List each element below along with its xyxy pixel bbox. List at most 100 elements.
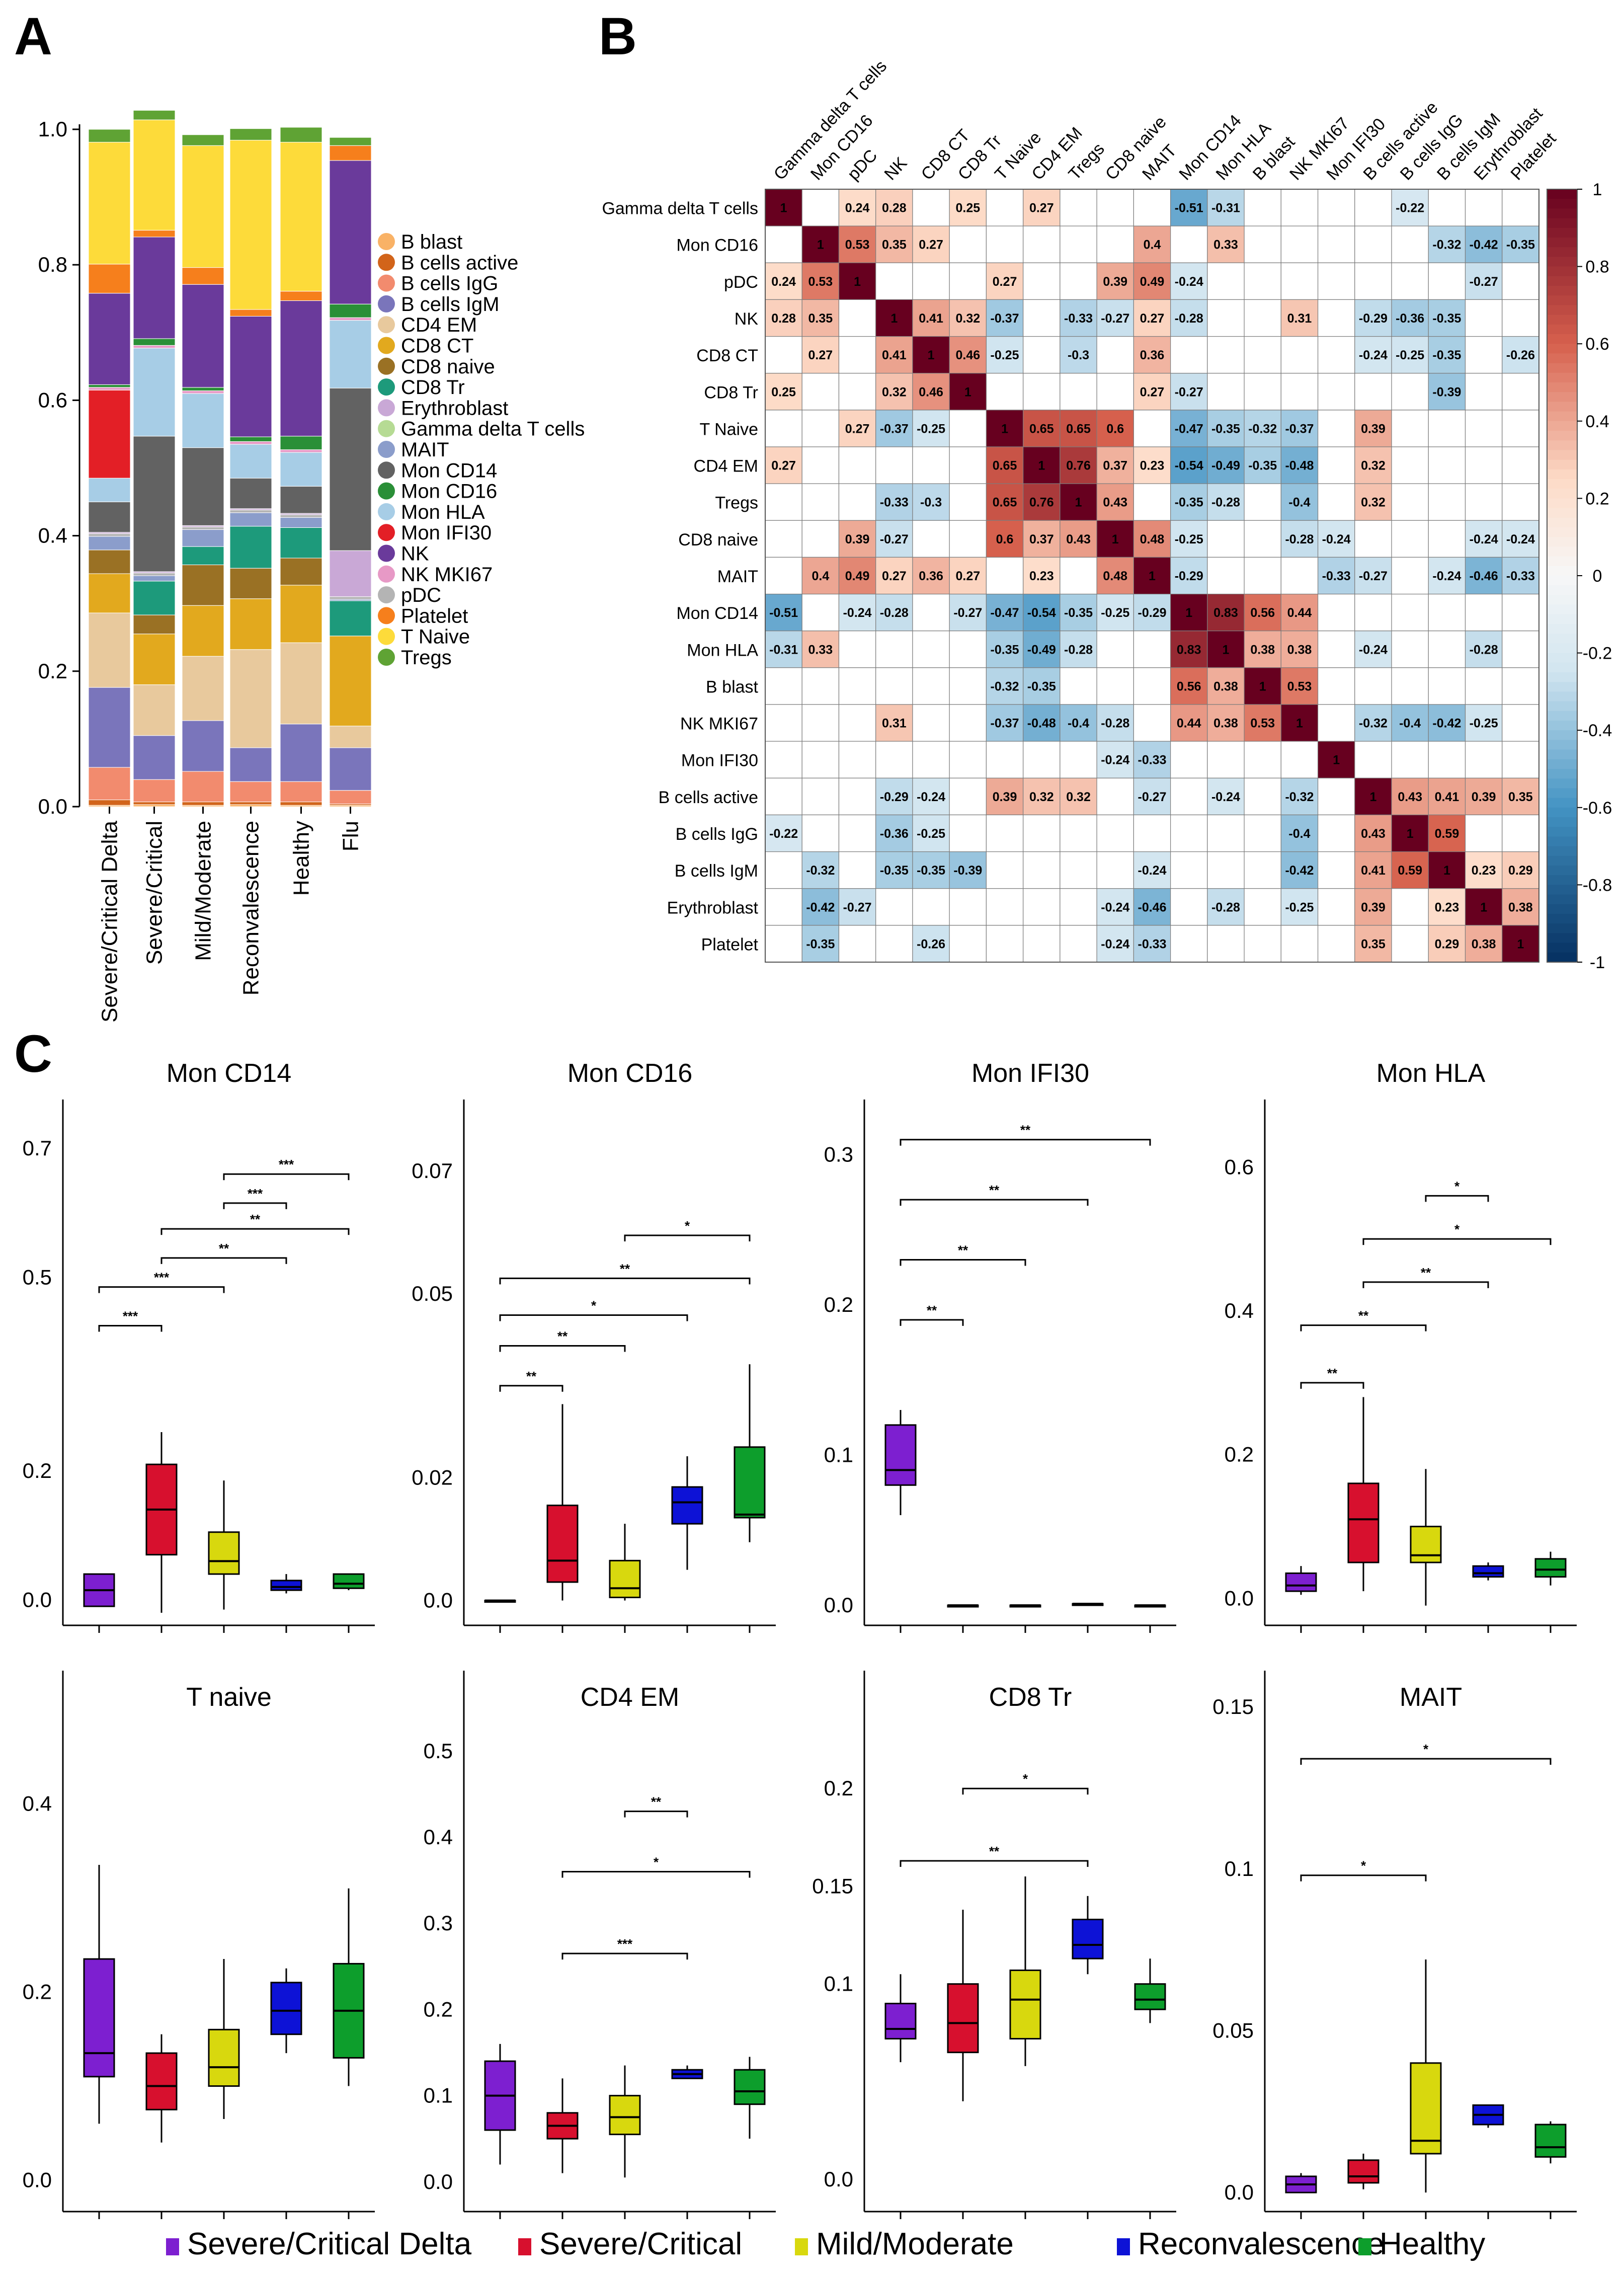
significance-bracket	[900, 1259, 1026, 1266]
bar-mon-hla-severe-critical	[133, 348, 176, 437]
heatmap-value-label: 1	[964, 385, 971, 399]
heatmap-cell-17-13	[1244, 814, 1281, 852]
legend-label: NK	[401, 543, 429, 565]
heatmap-cell-14-19	[1465, 704, 1503, 742]
heatmap-cell-13-8	[1060, 667, 1097, 705]
bar-mon-cd16-severe-critical-delta	[88, 384, 131, 388]
heatmap-cell-3-7	[1023, 299, 1061, 337]
colorbar-segment	[1547, 604, 1577, 615]
y-tick-label: 0.0	[1225, 2180, 1254, 2204]
heatmap-value-label: 0.32	[1361, 459, 1386, 473]
heatmap-value-label: 0.25	[771, 385, 796, 399]
significance-label: **	[526, 1369, 537, 1384]
bar-tregs-severe-critical	[133, 110, 176, 120]
heatmap-value-label: -0.24	[917, 790, 945, 804]
heatmap-value-label: 0.38	[1472, 937, 1496, 951]
heatmap-cell-6-17	[1391, 410, 1429, 447]
heatmap-row-label: Gamma delta T cells	[602, 199, 758, 218]
heatmap-cell-6-0	[765, 410, 802, 447]
heatmap-value-label: 0.56	[1250, 606, 1275, 620]
heatmap-cell-9-0	[765, 520, 802, 558]
heatmap-cell-12-3	[875, 631, 913, 668]
colorbar-segment	[1547, 382, 1577, 393]
heatmap-cell-19-5	[949, 888, 987, 926]
heatmap-cell-20-1	[801, 925, 840, 963]
heatmap-cell-14-9	[1096, 704, 1134, 742]
subplot-title: CD8 Tr	[989, 1683, 1072, 1712]
subplot-title: Mon CD14	[167, 1059, 292, 1088]
heatmap-cell-7-0	[765, 446, 802, 484]
bar-b-blast-reconvalescence	[229, 804, 272, 807]
heatmap-cell-13-6	[986, 667, 1024, 705]
significance-bracket	[561, 1870, 751, 1878]
colorbar-segment	[1547, 238, 1577, 248]
heatmap-value-label: 1	[1333, 753, 1340, 767]
heatmap-cell-16-14	[1280, 777, 1319, 816]
subplot-title: Mon CD16	[567, 1059, 693, 1088]
heatmap-cell-18-4	[912, 851, 950, 889]
legend-swatch-mon-cd14	[378, 461, 395, 479]
bar-cd8-tr-flu	[329, 600, 372, 637]
heatmap-cell-6-18	[1428, 410, 1466, 447]
box-severe-critical-delta	[884, 1424, 917, 1486]
bar-mait-mild-moderate	[182, 529, 224, 547]
colorbar-segment	[1547, 749, 1577, 760]
heatmap-cell-18-2	[838, 851, 876, 889]
heatmap-value-label: 0.27	[1029, 201, 1054, 215]
colorbar-segment	[1547, 324, 1577, 335]
heatmap-cell-16-9	[1096, 777, 1134, 816]
heatmap-cell-10-17	[1391, 557, 1429, 595]
heatmap-value-label: 0.32	[955, 311, 980, 326]
legend-label: B cells IgM	[401, 293, 500, 316]
heatmap-cell-10-15	[1317, 557, 1355, 595]
colorbar-segment	[1547, 402, 1577, 412]
colorbar-segment	[1547, 392, 1577, 403]
colorbar-segment	[1547, 875, 1577, 886]
heatmap-value-label: -0.25	[1101, 606, 1129, 620]
heatmap-value-label: -0.24	[1322, 532, 1351, 546]
heatmap-value-label: -0.42	[806, 900, 835, 914]
heatmap-value-label: -0.28	[880, 606, 909, 620]
bar-b-cells-igg-severe-critical	[133, 779, 176, 803]
heatmap-cell-11-18	[1428, 593, 1466, 632]
heatmap-value-label: -0.4	[1288, 496, 1310, 510]
heatmap-cell-5-1	[801, 373, 840, 411]
bar-nk-reconvalescence	[229, 316, 272, 437]
colorbar-segment	[1547, 682, 1577, 692]
colorbar-tick-label: 0.6	[1585, 335, 1609, 354]
heatmap-cell-18-18	[1428, 851, 1466, 889]
heatmap-cell-11-5	[949, 593, 987, 632]
y-tick-label: 0.0	[824, 2167, 853, 2191]
heatmap-value-label: 0.32	[882, 385, 907, 399]
heatmap-cell-11-12	[1207, 593, 1245, 632]
significance-bracket	[900, 1319, 964, 1326]
heatmap-value-label: 0.31	[882, 717, 907, 731]
colorbar-tick-label: -0.4	[1583, 721, 1612, 740]
bar-mon-cd16-severe-critical	[133, 338, 176, 346]
heatmap-cell-13-11	[1170, 667, 1208, 705]
bar-b-cells-igg-reconvalescence	[229, 781, 272, 803]
heatmap-cell-0-9	[1096, 189, 1134, 226]
bar-pdc-healthy	[280, 514, 322, 518]
significance-label: **	[250, 1212, 261, 1227]
heatmap-value-label: 0.37	[1103, 459, 1127, 473]
heatmap-cell-10-2	[838, 557, 876, 595]
legend-swatch-severe-critical	[518, 2238, 531, 2255]
heatmap-cell-13-3	[875, 667, 913, 705]
heatmap-border	[765, 189, 1539, 963]
heatmap-cell-8-18	[1428, 483, 1466, 521]
colorbar-tick-label: 0.4	[1585, 412, 1609, 431]
heatmap-value-label: -0.28	[1285, 532, 1314, 546]
heatmap-cell-20-5	[949, 925, 987, 963]
bar-b-blast-severe-critical	[133, 804, 176, 807]
heatmap-cell-6-7	[1023, 410, 1061, 447]
legend-label: Severe/Critical	[539, 2227, 742, 2261]
heatmap-cell-8-15	[1317, 483, 1355, 521]
heatmap-value-label: -0.25	[917, 827, 945, 841]
heatmap-cell-5-12	[1207, 373, 1245, 411]
heatmap-cell-11-4	[912, 593, 950, 632]
heatmap-cell-13-16	[1354, 667, 1392, 705]
y-tick-label: 0.4	[424, 1825, 453, 1849]
y-tick-label: 0.0	[23, 2168, 52, 2192]
